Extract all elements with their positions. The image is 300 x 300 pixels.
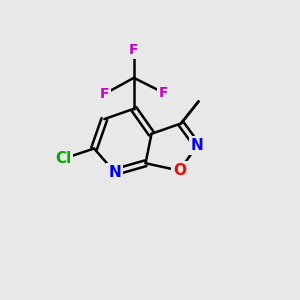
Text: F: F xyxy=(129,43,139,57)
Text: O: O xyxy=(173,163,186,178)
Text: F: F xyxy=(100,87,109,101)
Text: N: N xyxy=(191,138,203,153)
Text: Cl: Cl xyxy=(55,151,71,166)
Text: N: N xyxy=(108,165,121,180)
Text: F: F xyxy=(158,85,168,100)
